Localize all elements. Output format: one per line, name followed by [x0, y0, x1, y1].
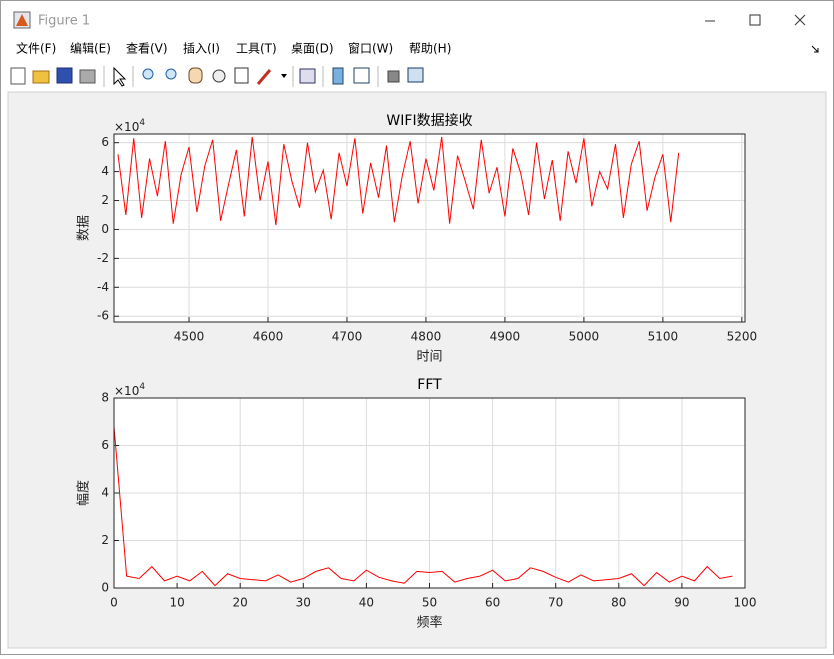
y-tick-label: 6 [101, 438, 109, 452]
tool-legend[interactable] [353, 67, 370, 84]
toolbar [10, 66, 424, 87]
axes-title: FFT [417, 377, 442, 393]
x-tick-label: 20 [233, 596, 248, 610]
x-tick-label: 50 [422, 596, 437, 610]
x-tick-label: 4900 [490, 330, 521, 344]
y-tick-label: -4 [97, 280, 109, 294]
x-tick-label: 30 [296, 596, 311, 610]
menu-item[interactable]: 桌面(D) [291, 42, 334, 56]
y-tick-label: 8 [101, 391, 109, 405]
tool-rotate[interactable] [212, 69, 226, 83]
tool-zoom-out[interactable] [165, 68, 177, 80]
tool-print[interactable] [79, 69, 96, 84]
x-tick-label: 40 [359, 596, 374, 610]
tool-save[interactable] [56, 67, 73, 84]
exponent-power: 4 [139, 382, 145, 392]
x-tick-label: 80 [611, 596, 626, 610]
x-axis-label: 时间 [416, 350, 442, 365]
x-tick-label: 4500 [174, 330, 205, 344]
plots: 4500 4600 4700 4800 4900 5000 5100 5200-6-4-202… [76, 112, 758, 631]
x-tick-label: 70 [548, 596, 563, 610]
y-tick-label: 6 [101, 135, 109, 149]
y-tick-label: 0 [101, 581, 109, 595]
exponent-base: ×10 [114, 120, 139, 134]
x-tick-label: 60 [485, 596, 500, 610]
y-tick-label: -6 [97, 309, 109, 323]
exponent-base: ×10 [114, 384, 139, 398]
axes-box [113, 133, 746, 323]
axes-box [113, 397, 746, 589]
exponent-label: ×104 [114, 118, 145, 134]
x-tick-label: 5200 [727, 330, 758, 344]
tool-hide-plot[interactable] [387, 70, 400, 83]
app-icon-logo [16, 14, 28, 26]
tool-brush-menu[interactable] [281, 74, 287, 78]
y-tick-label: -2 [97, 251, 109, 265]
menu-item[interactable]: 工具(T) [236, 42, 277, 56]
menu-item[interactable]: 帮助(H) [409, 42, 451, 56]
data-line [117, 136, 680, 226]
x-tick-label: 90 [674, 596, 689, 610]
menu-item[interactable]: 查看(V) [126, 42, 168, 56]
x-tick-label: 100 [734, 596, 757, 610]
x-tick-label: 4700 [332, 330, 363, 344]
tool-link[interactable] [299, 68, 316, 84]
close-button[interactable] [794, 14, 806, 26]
axes-title: WIFI数据接收 [386, 112, 472, 129]
y-axis-label: 数据 [77, 215, 92, 241]
menu-item[interactable]: 文件(F) [16, 41, 56, 56]
window-title: Figure 1 [38, 14, 90, 29]
y-tick-label: 2 [101, 533, 109, 547]
tool-colorbar[interactable] [332, 67, 344, 85]
menu-arrow[interactable] [811, 45, 819, 53]
x-tick-label: 5000 [569, 330, 600, 344]
exponent-label: ×104 [114, 382, 145, 398]
plot-area [114, 134, 745, 322]
x-tick-label: 10 [169, 596, 184, 610]
data-line [113, 426, 733, 587]
axes: 4500 4600 4700 4800 4900 5000 5100 5200 -6 -4 -2 0 2… [77, 112, 758, 365]
x-axis-label: 频率 [416, 615, 442, 631]
exponent-power: 4 [139, 118, 145, 128]
x-tick-label: 0 [110, 596, 118, 610]
tool-datacursor[interactable] [234, 67, 249, 84]
tool-new[interactable] [10, 67, 26, 85]
menu-item[interactable]: 编辑(E) [70, 41, 111, 56]
tool-zoom-in[interactable] [142, 68, 154, 80]
y-tick-label: 2 [101, 193, 109, 207]
x-tick-label: 4800 [411, 330, 442, 344]
tool-pointer[interactable] [113, 66, 127, 87]
tool-brush[interactable] [256, 69, 272, 85]
maximize-button[interactable] [749, 14, 761, 26]
menu-bar: 文件(F) 编辑(E) 查看(V) 插入(I) 工具(T) 桌面(D) 窗口(W) 帮助(H) [16, 41, 451, 56]
x-tick-label: 5100 [648, 330, 679, 344]
y-tick-label: 4 [101, 486, 109, 500]
tool-pan[interactable] [188, 67, 203, 84]
tool-open[interactable] [32, 70, 50, 84]
menu-item[interactable]: 窗口(W) [348, 42, 393, 56]
x-tick-label: 4600 [253, 330, 284, 344]
y-tick-label: 4 [101, 164, 109, 178]
y-axis-label: 幅度 [76, 480, 92, 506]
menu-item[interactable]: 插入(I) [183, 42, 220, 56]
tool-show-plot[interactable] [407, 67, 424, 83]
y-tick-label: 0 [101, 222, 109, 236]
